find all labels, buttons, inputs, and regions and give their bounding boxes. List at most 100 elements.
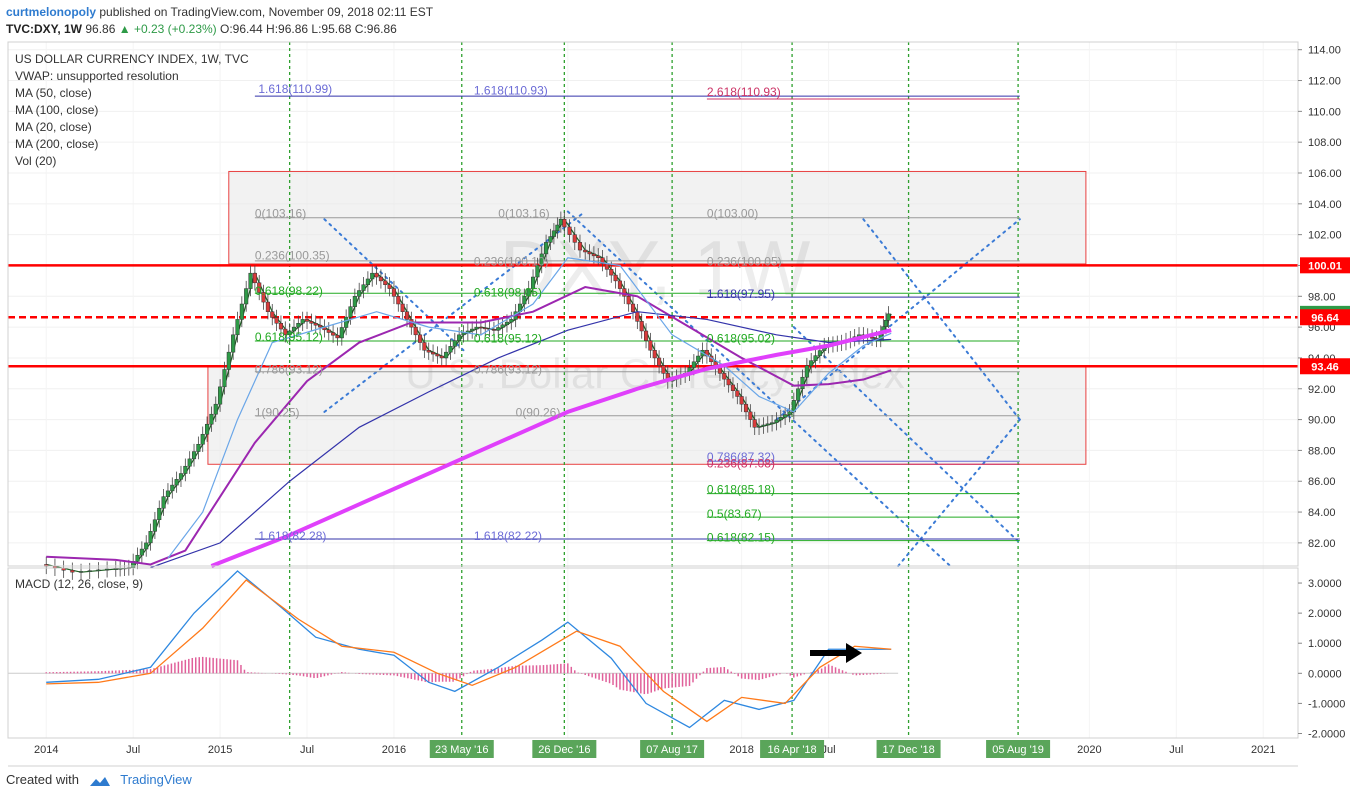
fib-label: 1.618(97.95) (707, 287, 775, 301)
candle-body (252, 272, 257, 284)
candle-body (239, 303, 244, 320)
macd-line (46, 579, 892, 723)
chart-header: curtmelonopoly published on TradingView.… (6, 4, 433, 38)
candle-body (135, 554, 140, 562)
candle-body (558, 218, 563, 226)
ohlc-values: O:96.44 H:96.86 L:95.68 C:96.86 (220, 22, 397, 36)
cycle-date-label: 16 Apr '18 (767, 744, 816, 756)
dotted-diagonal (862, 218, 1021, 421)
candle-body (87, 570, 92, 572)
time-tick-label: Jul (822, 744, 836, 756)
macd-tick-label: 3.0000 (1308, 578, 1342, 590)
candle-body (417, 334, 423, 343)
candle-body (478, 326, 483, 329)
candle-body (148, 531, 153, 544)
published-text: published on TradingView.com, November 0… (99, 5, 434, 19)
candle-body (196, 443, 201, 452)
cycle-date-badge (760, 740, 825, 758)
candle-body (470, 328, 475, 332)
candle-body (209, 413, 214, 425)
author-name[interactable]: curtmelonopoly (6, 5, 97, 19)
candle-body (735, 390, 740, 397)
price-tick-label: 108.00 (1308, 137, 1342, 149)
candle-body (761, 424, 766, 427)
candle-body (726, 378, 731, 386)
candle-body (787, 411, 792, 415)
candle-body (567, 226, 572, 235)
candle-body (287, 330, 292, 336)
candle-body (448, 346, 453, 353)
created-with: Created with (6, 772, 79, 787)
candle-body (183, 465, 188, 474)
candle-body (139, 548, 144, 556)
moving-average-line (167, 257, 892, 559)
candle-body (583, 249, 588, 253)
candle-body (61, 568, 66, 571)
macd-tick-label: 1.0000 (1308, 638, 1342, 650)
candle-body (218, 386, 223, 405)
legend-item: MA (200, close) (15, 137, 99, 151)
candle-body (365, 278, 370, 285)
candle-body (339, 327, 344, 339)
cycle-date-label: 23 May '16 (435, 744, 488, 756)
moving-averages (46, 257, 892, 569)
candle-body (800, 376, 805, 390)
tradingview-logo-icon (89, 776, 110, 786)
fib-label: 0.618(98.05) (474, 285, 542, 299)
price-badge (1300, 309, 1350, 326)
cycle-date-label: 17 Dec '18 (882, 744, 934, 756)
candle-body (248, 272, 253, 289)
cycle-date-label: 07 Aug '17 (646, 744, 698, 756)
fib-label: 1.618(110.93) (474, 83, 548, 97)
tradingview-brand[interactable]: TradingView (120, 772, 192, 787)
candle-body (331, 332, 336, 336)
price-badge (1300, 257, 1350, 274)
candle-body (562, 218, 567, 228)
candle-body (530, 276, 536, 289)
candle-body (604, 263, 609, 270)
candle-body (783, 414, 788, 418)
arrow-annotation (810, 643, 862, 663)
candle-body (313, 323, 318, 326)
time-tick-label: 2014 (34, 744, 58, 756)
legend-item: MA (100, close) (15, 103, 99, 117)
last-price: 96.86 (85, 22, 116, 36)
fib-label: 1.618(82.28) (258, 529, 326, 543)
candle-body (370, 272, 375, 280)
candle-body (296, 323, 301, 328)
candle-body (539, 253, 544, 266)
candle-body (596, 255, 601, 259)
candle-body (178, 473, 184, 480)
candle-body (426, 349, 431, 353)
candle-body (404, 311, 410, 320)
candle-body (304, 319, 310, 322)
candle-body (717, 367, 722, 374)
candle-body (491, 329, 496, 331)
candle-body (157, 507, 162, 521)
candle-body (613, 274, 618, 282)
macd-panel (8, 570, 899, 729)
candle-body (374, 272, 379, 278)
fib-label: 0(103.00) (707, 207, 758, 221)
candle-body (291, 326, 297, 332)
candle-body (551, 230, 556, 237)
macd-tick-label: -1.0000 (1308, 698, 1345, 710)
candle-body (544, 242, 549, 255)
dotted-diagonal (792, 326, 1021, 544)
candle-body (770, 422, 775, 425)
fib-label: 0.618(95.12) (255, 330, 323, 344)
price-tick-label: 84.00 (1308, 507, 1336, 519)
candle-body (661, 365, 666, 374)
candle-body (591, 253, 596, 257)
candle-body (274, 317, 279, 324)
candle-body (235, 319, 240, 336)
legend-item: MA (20, close) (15, 120, 92, 134)
cycle-date-badge (640, 740, 705, 758)
candle-body (200, 433, 205, 445)
candle-body (452, 340, 457, 347)
macd-tick-label: -2.0000 (1308, 728, 1345, 740)
fib-label: 1.618(110.99) (258, 82, 332, 96)
candle-body (739, 396, 744, 405)
candle-body (522, 296, 527, 305)
